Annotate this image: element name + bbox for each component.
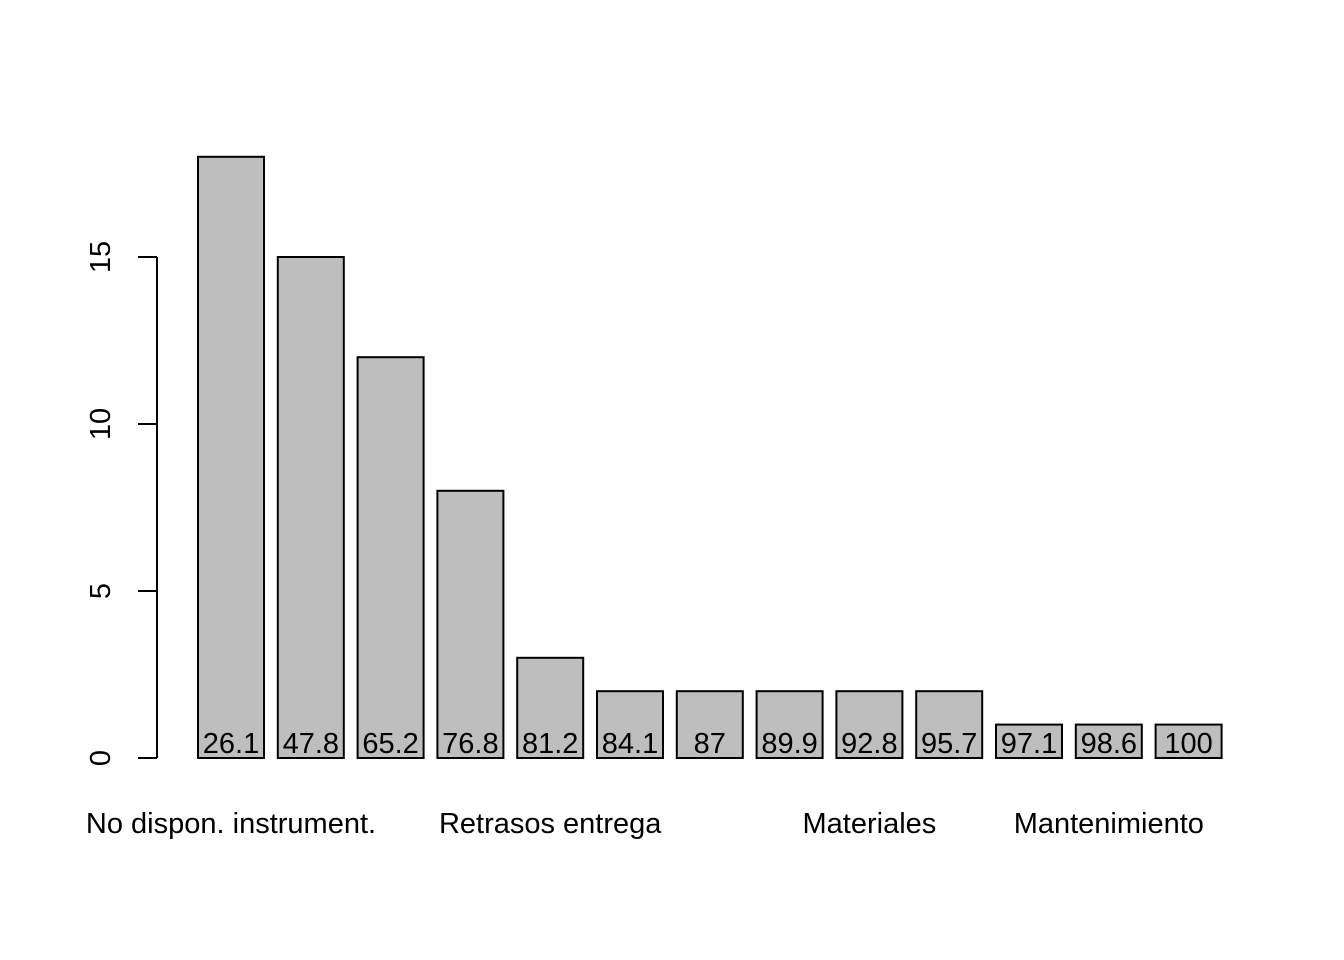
- data-label-6: 87: [694, 728, 726, 760]
- data-label-5: 84.1: [602, 728, 658, 760]
- data-label-7: 89.9: [761, 728, 817, 760]
- category-label-0: No dispon. instrument.: [86, 808, 376, 840]
- data-labels-group: 26.1 47.8 65.2 76.8 81.2 84.1 87 89.9 92.8 95.7 97…: [203, 728, 1213, 760]
- y-axis: 0 5 10 15: [85, 241, 158, 766]
- category-labels-group: No dispon. instrument. Retrasos entrega Ma…: [86, 808, 1204, 840]
- category-label-3: Mantenimiento: [1014, 808, 1204, 840]
- data-label-4: 81.2: [522, 728, 578, 760]
- data-label-11: 98.6: [1081, 728, 1137, 760]
- bar-12: [1154, 723, 1223, 759]
- bar-1: [276, 256, 345, 759]
- bar-0: [197, 155, 265, 760]
- y-tick-label-5: 5: [85, 583, 117, 599]
- data-label-2: 65.2: [362, 728, 418, 760]
- data-label-9: 95.7: [921, 728, 977, 760]
- bar-7: [755, 690, 824, 760]
- y-tick-label-15: 15: [85, 241, 117, 273]
- category-label-2: Materiales: [803, 808, 937, 840]
- data-label-1: 47.8: [283, 728, 339, 760]
- bar-10: [995, 723, 1063, 759]
- y-tick-label-0: 0: [85, 750, 117, 766]
- bar-4: [516, 656, 585, 759]
- data-label-3: 76.8: [442, 728, 498, 760]
- bar-11: [1074, 723, 1143, 759]
- bar-9: [915, 690, 984, 760]
- bar-6: [675, 690, 744, 760]
- y-tick-label-10: 10: [85, 408, 117, 440]
- category-label-1: Retrasos entrega: [439, 808, 662, 840]
- data-label-0: 26.1: [203, 728, 259, 760]
- bar-2: [356, 356, 425, 759]
- bars-group: [197, 155, 1223, 760]
- bar-5: [596, 690, 664, 760]
- bar-8: [835, 690, 904, 760]
- data-label-12: 100: [1164, 728, 1212, 760]
- data-label-8: 92.8: [841, 728, 897, 760]
- data-label-10: 97.1: [1001, 728, 1057, 760]
- bar-3: [436, 489, 505, 759]
